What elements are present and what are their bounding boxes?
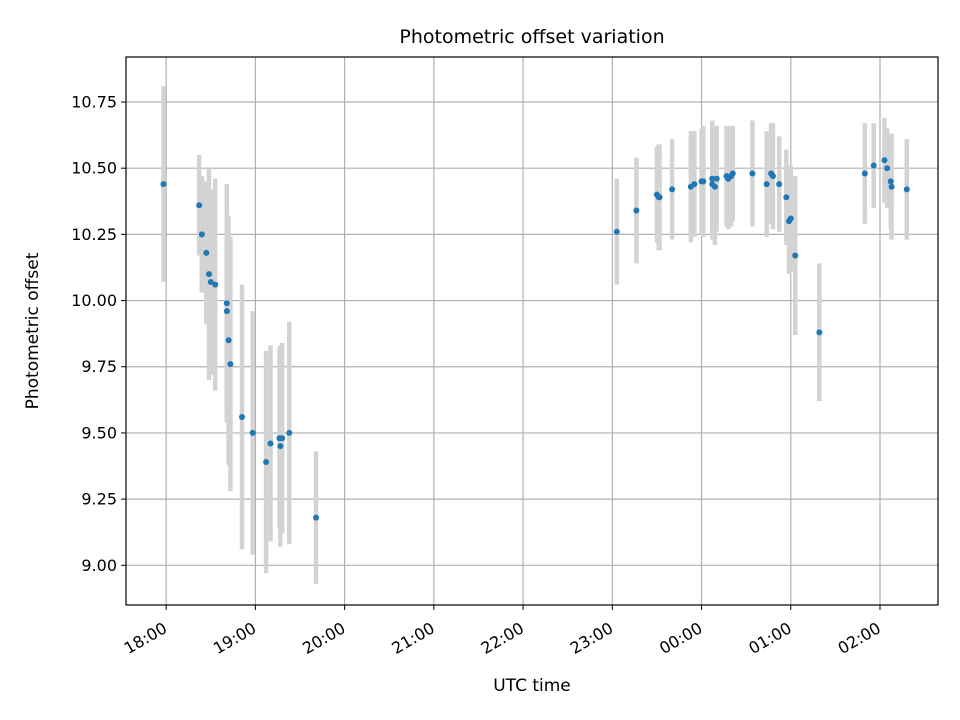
data-point	[205, 271, 212, 278]
chart-title: Photometric offset variation	[399, 26, 664, 48]
data-point	[729, 170, 736, 177]
x-tick-label: 01:00	[745, 618, 794, 658]
x-tick-label: 18:00	[121, 618, 170, 658]
data-point	[776, 181, 783, 188]
data-point	[783, 194, 790, 201]
data-point	[769, 173, 776, 180]
data-point	[196, 202, 203, 209]
x-axis-ticks: 18:00 19:00 20:00 21:00 22:00 23:00 00:00 01:00…	[121, 605, 884, 658]
y-tick-label: 9.00	[81, 556, 117, 575]
data-point	[198, 231, 205, 238]
data-point	[313, 514, 320, 521]
data-point	[286, 429, 293, 436]
data-point	[816, 329, 823, 336]
data-point	[700, 178, 707, 185]
plot-frame	[125, 56, 939, 606]
data-point	[160, 181, 167, 188]
x-tick-label: 00:00	[656, 618, 705, 658]
data-point	[669, 186, 676, 193]
data-point	[239, 414, 245, 421]
y-tick-label: 10.00	[71, 291, 117, 310]
x-tick-label: 23:00	[567, 618, 616, 658]
x-tick-label: 02:00	[835, 618, 884, 658]
data-point	[249, 429, 256, 436]
data-point	[749, 170, 756, 177]
y-tick-label: 10.25	[71, 225, 117, 244]
data-point	[267, 440, 274, 447]
x-tick-label: 20:00	[299, 618, 348, 658]
data-point	[691, 181, 698, 188]
x-tick-label: 19:00	[210, 618, 259, 658]
data-point	[207, 279, 214, 286]
data-point	[633, 207, 640, 214]
data-point	[792, 252, 799, 259]
data-point	[227, 361, 234, 368]
data-point	[223, 308, 230, 315]
data-point	[870, 162, 877, 169]
data-point	[709, 175, 716, 182]
y-tick-label: 10.50	[71, 159, 117, 178]
data-point	[279, 435, 286, 442]
data-point	[888, 183, 895, 190]
data-point	[787, 215, 794, 222]
y-tick-label: 9.50	[81, 423, 117, 442]
data-point	[656, 194, 663, 201]
y-axis-ticks: 9.00 9.25 9.50 9.75 10.00 10.25 10.50 10.75	[71, 93, 126, 575]
y-tick-label: 10.75	[71, 93, 117, 112]
grid-lines	[126, 57, 938, 605]
data-point	[903, 186, 910, 193]
x-tick-label: 22:00	[478, 618, 527, 658]
data-point	[887, 178, 894, 185]
data-point	[861, 170, 868, 177]
data-point	[613, 228, 620, 235]
data-point	[711, 183, 718, 190]
data-point	[223, 300, 230, 307]
y-tick-label: 9.75	[81, 357, 117, 376]
data-point	[713, 175, 720, 182]
data-point	[763, 181, 770, 188]
data-point	[212, 281, 219, 288]
error-bars	[161, 86, 910, 584]
data-point	[881, 157, 888, 164]
data-point	[277, 443, 284, 450]
data-point	[203, 249, 210, 256]
data-point	[884, 165, 891, 172]
data-point	[263, 459, 270, 466]
data-points	[160, 157, 910, 521]
y-tick-label: 9.25	[81, 490, 117, 509]
x-axis-label: UTC time	[493, 676, 571, 696]
x-tick-label: 21:00	[388, 618, 437, 658]
data-point	[225, 337, 232, 344]
y-axis-label: Photometric offset	[23, 252, 43, 409]
